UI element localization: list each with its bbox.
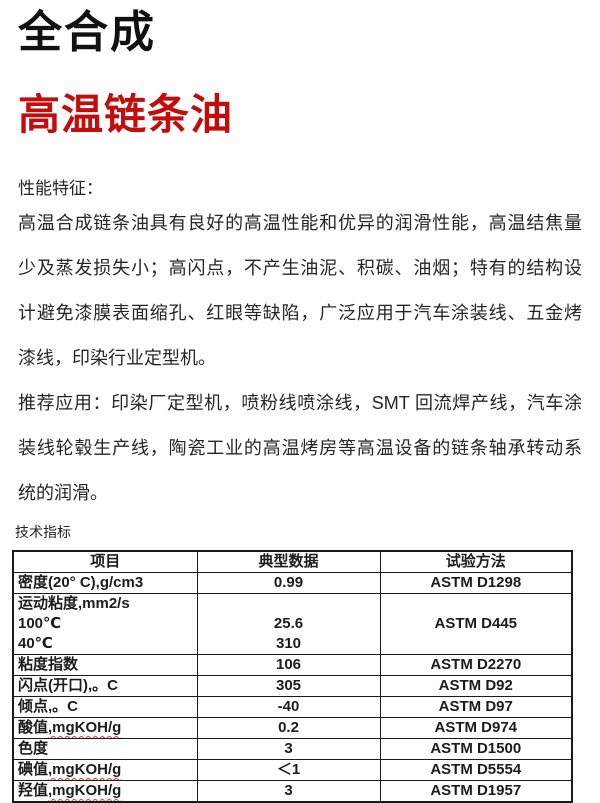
text-line: 计避免漆膜表面缩孔、红眼等缺陷，广泛应用于汽车涂装线、五金烤 bbox=[18, 303, 582, 323]
spellcheck-underline: ,mgKOH/g bbox=[48, 719, 122, 736]
item-cell: 密度(20° C),g/cm3 bbox=[12, 572, 198, 594]
features-heading: 性能特征： bbox=[18, 179, 103, 198]
value-cell: 3 bbox=[196, 780, 381, 803]
item-cell: 色度 bbox=[12, 738, 198, 760]
table-row: 碘值,mgKOH/g ＜1 ASTM D5554 bbox=[12, 759, 573, 781]
method-cell: ASTM D1298 bbox=[379, 572, 573, 594]
table-row: 闪点(开口),。C 305 ASTM D92 bbox=[12, 675, 573, 697]
table-row: 运动粘度,mm2/s 100℃ 40℃ 25.6 310 ASTM D445 bbox=[12, 593, 573, 655]
value-cell: 0.99 bbox=[196, 572, 381, 594]
method-cell: ASTM D1957 bbox=[379, 780, 573, 803]
value-cell: 3 bbox=[196, 738, 381, 760]
table-row: 粘度指数 106 ASTM D2270 bbox=[12, 654, 573, 676]
table-row: 密度(20° C),g/cm3 0.99 ASTM D1298 bbox=[12, 572, 573, 594]
spec-table-header-row: 项目 典型数据 试验方法 bbox=[12, 550, 573, 573]
item-cell: 运动粘度,mm2/s 100℃ 40℃ bbox=[12, 593, 198, 655]
spec-table-body: 密度(20° C),g/cm3 0.99 ASTM D1298 运动粘度,mm2/s 1… bbox=[12, 572, 573, 803]
spellcheck-underline: ,mgKOH/g bbox=[48, 761, 122, 778]
value-cell: ＜1 bbox=[196, 759, 381, 781]
text-line: 统的润滑。 bbox=[18, 483, 108, 503]
text-line: 装线轮毂生产线，陶瓷工业的高温烤房等高温设备的链条轴承转动系 bbox=[18, 438, 582, 458]
value-cell: 0.2 bbox=[196, 717, 381, 739]
text-line: 漆线，印染行业定型机。 bbox=[18, 348, 216, 368]
method-cell: ASTM D1500 bbox=[379, 738, 573, 760]
item-cell: 倾点,。C bbox=[12, 696, 198, 718]
spellcheck-underline: ,mgKOH/g bbox=[48, 782, 122, 799]
item-cell: 碘值,mgKOH/g bbox=[12, 759, 198, 781]
col-header-value: 典型数据 bbox=[196, 550, 381, 573]
method-cell: ASTM D5554 bbox=[379, 759, 573, 781]
table-row: 色度 3 ASTM D1500 bbox=[12, 738, 573, 760]
col-header-method: 试验方法 bbox=[379, 550, 573, 573]
spec-table-caption: 技术指标 bbox=[15, 524, 71, 540]
text-line: 推荐应用：印染厂定型机，喷粉线喷涂线，SMT 回流焊产线，汽车涂 bbox=[18, 393, 582, 413]
features-paragraph: 高温合成链条油具有良好的高温性能和优异的润滑性能，高温结焦量 少及蒸发损失小；高闪… bbox=[18, 201, 582, 381]
spec-table: 项目 典型数据 试验方法 密度(20° C),g/cm3 0.99 ASTM D12… bbox=[12, 550, 573, 803]
applications-paragraph: 推荐应用：印染厂定型机，喷粉线喷涂线，SMT 回流焊产线，汽车涂 装线轮毂生产线，… bbox=[18, 381, 582, 516]
item-cell: 闪点(开口),。C bbox=[12, 675, 198, 697]
product-title-line2: 高温链条油 bbox=[18, 91, 234, 138]
method-cell: ASTM D97 bbox=[379, 696, 573, 718]
text-line: 高温合成链条油具有良好的高温性能和优异的润滑性能，高温结焦量 bbox=[18, 213, 582, 233]
table-row: 羟值,mgKOH/g 3 ASTM D1957 bbox=[12, 780, 573, 803]
item-cell: 粘度指数 bbox=[12, 654, 198, 676]
method-cell: ASTM D974 bbox=[379, 717, 573, 739]
method-cell: ASTM D445 bbox=[379, 593, 573, 655]
method-cell: ASTM D92 bbox=[379, 675, 573, 697]
value-cell: 106 bbox=[196, 654, 381, 676]
col-header-item: 项目 bbox=[12, 550, 198, 573]
text-line: 少及蒸发损失小；高闪点，不产生油泥、积碳、油烟；特有的结构设 bbox=[18, 258, 582, 278]
table-row: 酸值,mgKOH/g 0.2 ASTM D974 bbox=[12, 717, 573, 739]
value-cell: -40 bbox=[196, 696, 381, 718]
method-cell: ASTM D2270 bbox=[379, 654, 573, 676]
value-cell: 305 bbox=[196, 675, 381, 697]
item-cell: 羟值,mgKOH/g bbox=[12, 780, 198, 803]
product-title-line1: 全合成 bbox=[18, 8, 156, 57]
table-row: 倾点,。C -40 ASTM D97 bbox=[12, 696, 573, 718]
item-cell: 酸值,mgKOH/g bbox=[12, 717, 198, 739]
value-cell: 25.6 310 bbox=[196, 593, 381, 655]
